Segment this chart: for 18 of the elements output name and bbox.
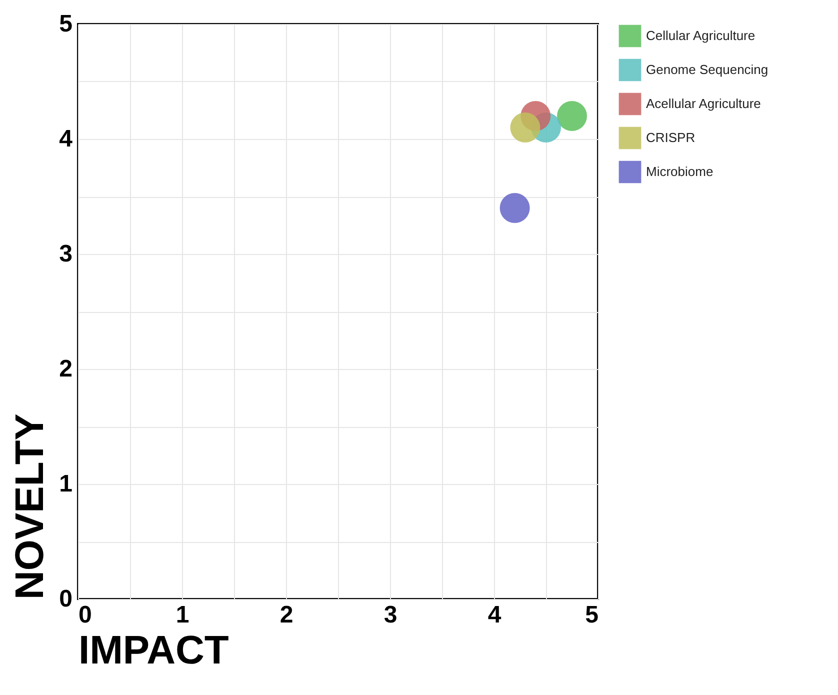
y-tick-label: 5 — [59, 10, 72, 38]
x-tick-label: 3 — [384, 602, 398, 628]
y-tick-label: 4 — [59, 126, 74, 152]
legend-label: Microbiome — [646, 164, 714, 179]
x-tick-label: 4 — [488, 602, 502, 628]
y-tick-label: 1 — [59, 470, 72, 498]
x-tick-label: 5 — [585, 602, 598, 628]
y-tick-label: 2 — [59, 356, 72, 382]
x-axis-title: IMPACT — [78, 628, 229, 672]
x-tick-label: 1 — [176, 602, 190, 628]
x-tick-label: 0 — [78, 602, 92, 628]
legend-label: Cellular Agriculture — [646, 28, 756, 43]
x-tick-label: 2 — [280, 602, 294, 628]
y-tick-label: 3 — [59, 240, 72, 268]
legend-label: CRISPR — [646, 130, 696, 145]
y-axis-title: NOVELTY — [8, 413, 52, 600]
legend-label: Acellular Agriculture — [646, 96, 761, 111]
legend-label: Genome Sequencing — [646, 62, 768, 77]
